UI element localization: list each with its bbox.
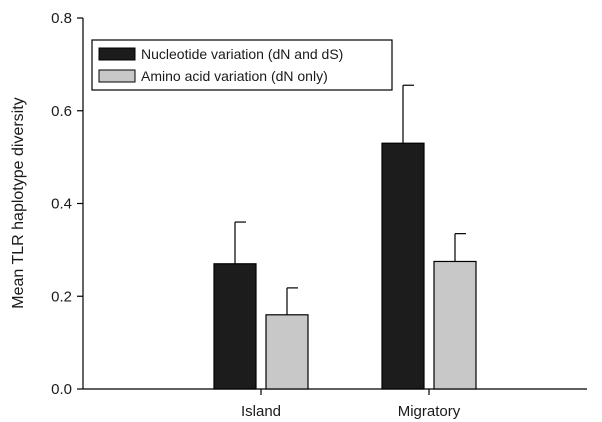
y-axis-title: Mean TLR haplotype diversity (10, 97, 27, 308)
bar-island-amino-acid (265, 314, 309, 390)
y-ticks: 0.0 0.2 0.4 0.6 0.8 (51, 10, 83, 398)
y-tick-label: 0.8 (51, 10, 72, 27)
legend-label-amino-acid: Amino acid variation (dN only) (141, 68, 328, 84)
error-bars (234, 84, 466, 315)
x-tick-label-island: Island (241, 403, 281, 420)
y-tick-label: 0.2 (51, 288, 72, 305)
legend-swatch-nucleotide (98, 47, 136, 61)
legend: Nucleotide variation (dN and dS) Amino a… (91, 39, 393, 91)
bar-migratory-amino-acid (433, 260, 477, 390)
bar-migratory-nucleotide (381, 142, 425, 390)
x-ticks: Island Migratory (241, 389, 461, 420)
x-tick-label-migratory: Migratory (398, 403, 461, 420)
y-tick-label: 0.0 (51, 381, 72, 398)
y-tick-label: 0.4 (51, 196, 72, 213)
legend-swatch-amino-acid (98, 69, 136, 83)
legend-box (91, 39, 393, 91)
legend-label-nucleotide: Nucleotide variation (dN and dS) (141, 46, 343, 62)
bars (213, 142, 477, 390)
y-tick-label: 0.6 (51, 103, 72, 120)
bar-island-nucleotide (213, 263, 257, 390)
